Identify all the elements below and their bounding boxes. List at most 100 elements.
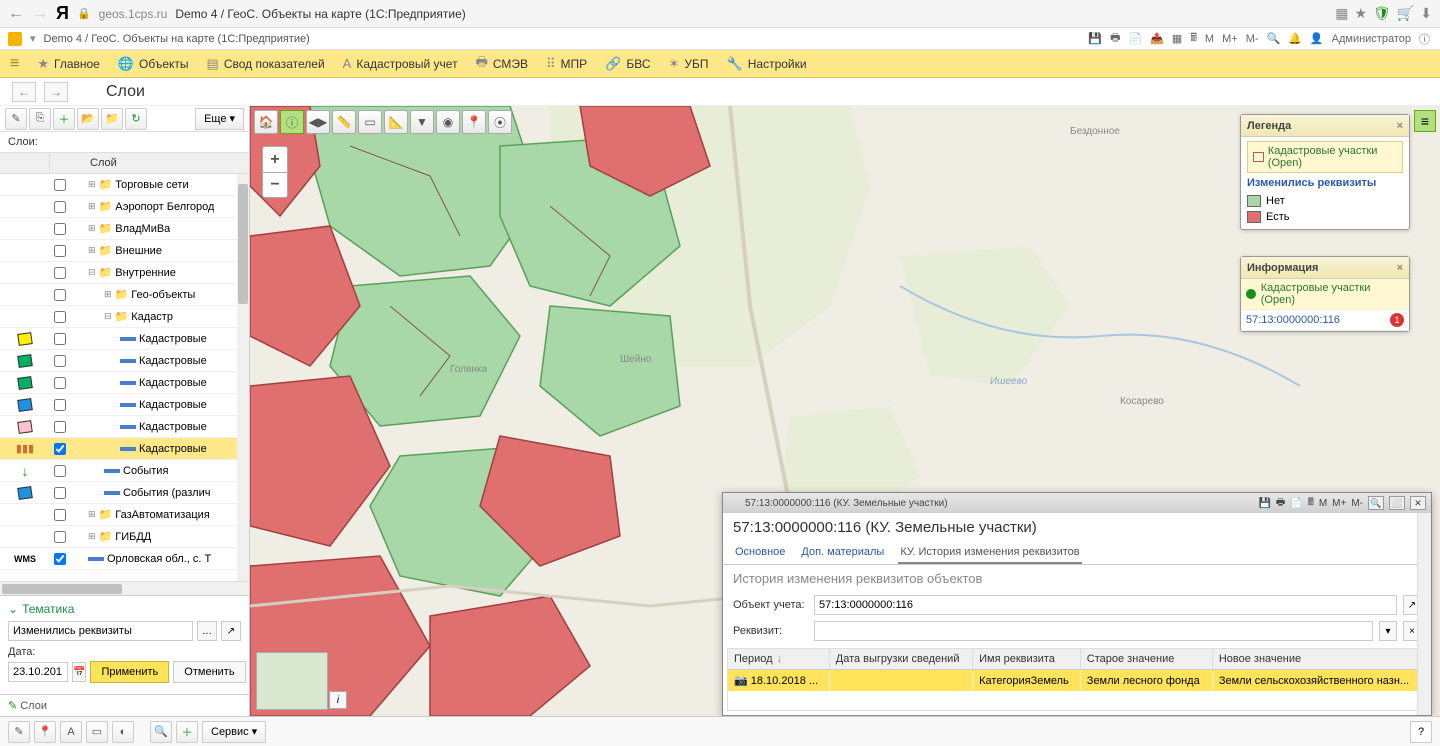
- layer-row[interactable]: ↓События: [0, 460, 249, 482]
- measure-button[interactable]: 📐: [384, 110, 408, 134]
- refresh-button[interactable]: ↻: [125, 108, 147, 130]
- export-icon[interactable]: 📤: [1148, 30, 1166, 47]
- tab-prev[interactable]: ▾: [30, 32, 36, 45]
- detail-calc-icon[interactable]: 🖩: [1308, 495, 1314, 512]
- detail-m-button[interactable]: M: [1319, 498, 1327, 509]
- table-column-header[interactable]: Новое значение: [1212, 649, 1425, 670]
- detail-tab[interactable]: Доп. материалы: [799, 542, 886, 564]
- object-input[interactable]: [814, 595, 1397, 615]
- pin-button[interactable]: 📍: [462, 110, 486, 134]
- thematic-title[interactable]: ⌄Тематика: [8, 602, 241, 616]
- menu-item[interactable]: 🖶СМЭВ: [476, 53, 528, 75]
- search-icon[interactable]: 🔍: [1265, 30, 1283, 47]
- layer-checkbox[interactable]: [54, 179, 66, 191]
- shield-icon[interactable]: 🛡: [1373, 5, 1391, 22]
- layer-checkbox[interactable]: [54, 553, 66, 565]
- date-picker-button[interactable]: 📅: [72, 662, 86, 682]
- menu-item[interactable]: ⠿МПР: [546, 53, 587, 75]
- detail-tab[interactable]: КУ. История изменения реквизитов: [898, 542, 1081, 564]
- theme-open-button[interactable]: ↗: [221, 621, 241, 641]
- folder-button[interactable]: 📁: [101, 108, 123, 130]
- layer-row[interactable]: ⊟📁Внутренние: [0, 262, 249, 284]
- bt-chart-button[interactable]: ◐: [112, 721, 134, 743]
- doc-icon[interactable]: 📄: [1127, 30, 1145, 47]
- detail-mminus-button[interactable]: M-: [1351, 498, 1363, 509]
- bt-search-button[interactable]: 🔍: [150, 721, 172, 743]
- detail-doc-icon[interactable]: 📄: [1290, 498, 1302, 509]
- m-button[interactable]: M: [1203, 31, 1216, 47]
- filter-button[interactable]: ▼: [410, 110, 434, 134]
- bt-pin-button[interactable]: 📍: [34, 721, 56, 743]
- info-tool-button[interactable]: ⓘ: [280, 110, 304, 134]
- requisite-dropdown-button[interactable]: ▾: [1379, 621, 1397, 641]
- layer-checkbox[interactable]: [54, 377, 66, 389]
- cancel-button[interactable]: Отменить: [173, 661, 245, 683]
- layer-checkbox[interactable]: [54, 333, 66, 345]
- layer-checkbox[interactable]: [54, 289, 66, 301]
- detail-maximize-button[interactable]: ⬜: [1389, 496, 1405, 510]
- info-object-id[interactable]: 57:13:0000000:116: [1246, 314, 1340, 326]
- table-column-header[interactable]: Дата выгрузки сведений: [829, 649, 972, 670]
- mplus-button[interactable]: M+: [1220, 31, 1240, 47]
- cart-icon[interactable]: 🛒: [1397, 5, 1414, 22]
- layer-checkbox[interactable]: [54, 267, 66, 279]
- copy-button[interactable]: ⎘: [29, 108, 51, 130]
- service-button[interactable]: Сервис ▾: [202, 721, 266, 743]
- download-icon[interactable]: ⬇: [1420, 5, 1432, 22]
- layer-checkbox[interactable]: [54, 487, 66, 499]
- about-icon[interactable]: ⓘ: [1417, 29, 1432, 49]
- theme-input[interactable]: [8, 621, 193, 641]
- menu-item[interactable]: AКадастровый учет: [343, 53, 458, 75]
- menu-item[interactable]: 🌐Объекты: [118, 53, 189, 75]
- minimap[interactable]: i: [256, 652, 328, 710]
- layer-row[interactable]: ⊞📁ГИБДД: [0, 526, 249, 548]
- layer-hscroll[interactable]: [0, 581, 249, 595]
- layer-row[interactable]: ⊞📁Торговые сети: [0, 174, 249, 196]
- ruler-button[interactable]: 📏: [332, 110, 356, 134]
- layer-checkbox[interactable]: [54, 509, 66, 521]
- folder-open-button[interactable]: 📂: [77, 108, 99, 130]
- table-row[interactable]: 📷 18.10.2018 ...КатегорияЗемельЗемли лес…: [728, 670, 1426, 692]
- bt-edit-button[interactable]: ✎: [8, 721, 30, 743]
- select-button[interactable]: ◉: [436, 110, 460, 134]
- layer-row[interactable]: Кадастровые: [0, 372, 249, 394]
- menu-item[interactable]: 🔗БВС: [605, 53, 650, 75]
- detail-save-icon[interactable]: 💾: [1258, 498, 1270, 509]
- edit-button[interactable]: ✎: [5, 108, 27, 130]
- zoom-in-button[interactable]: +: [262, 146, 288, 172]
- layer-row[interactable]: ▮▮▮Кадастровые: [0, 438, 249, 460]
- browser-forward[interactable]: →: [32, 5, 48, 23]
- detail-tab[interactable]: Основное: [733, 542, 787, 564]
- extension-icon[interactable]: ▦: [1335, 5, 1348, 22]
- layer-checkbox[interactable]: [54, 531, 66, 543]
- layer-row[interactable]: Кадастровые: [0, 416, 249, 438]
- calendar-icon[interactable]: ▦: [1170, 30, 1184, 47]
- layer-row[interactable]: Кадастровые: [0, 394, 249, 416]
- date-input[interactable]: [8, 662, 68, 682]
- hamburger-icon[interactable]: ≡: [10, 55, 19, 73]
- area-button[interactable]: ▭: [358, 110, 382, 134]
- layer-checkbox[interactable]: [54, 201, 66, 213]
- info-close-button[interactable]: ×: [1397, 262, 1403, 274]
- layers-tab[interactable]: ✎Слои: [0, 694, 249, 716]
- layer-row[interactable]: Кадастровые: [0, 350, 249, 372]
- layer-checkbox[interactable]: [54, 245, 66, 257]
- detail-print-icon[interactable]: 🖶: [1276, 495, 1285, 512]
- layer-row[interactable]: ⊞📁ГазАвтоматизация: [0, 504, 249, 526]
- detail-vscroll[interactable]: [1417, 513, 1431, 715]
- detail-mplus-button[interactable]: M+: [1332, 498, 1346, 509]
- zoom-out-button[interactable]: −: [262, 172, 288, 198]
- marker-button[interactable]: ⦿: [488, 110, 512, 134]
- layer-row[interactable]: ⊞📁ВладМиВа: [0, 218, 249, 240]
- table-column-header[interactable]: Старое значение: [1080, 649, 1212, 670]
- map-area[interactable]: 🏠 ⓘ ◀▶ 📏 ▭ 📐 ▼ ◉ 📍 ⦿ ≡ + −: [250, 106, 1440, 716]
- right-panel-toggle[interactable]: ≡: [1414, 110, 1436, 132]
- detail-close-button[interactable]: ✕: [1410, 496, 1426, 510]
- layer-row[interactable]: ⊞📁Аэропорт Белгород: [0, 196, 249, 218]
- home-button[interactable]: 🏠: [254, 110, 278, 134]
- layer-checkbox[interactable]: [54, 421, 66, 433]
- minimap-info-button[interactable]: i: [329, 691, 347, 709]
- pan-button[interactable]: ◀▶: [306, 110, 330, 134]
- layer-row[interactable]: ⊞📁Гео-объекты: [0, 284, 249, 306]
- layer-tree[interactable]: ⊞📁Торговые сети⊞📁Аэропорт Белгород⊞📁Влад…: [0, 174, 249, 581]
